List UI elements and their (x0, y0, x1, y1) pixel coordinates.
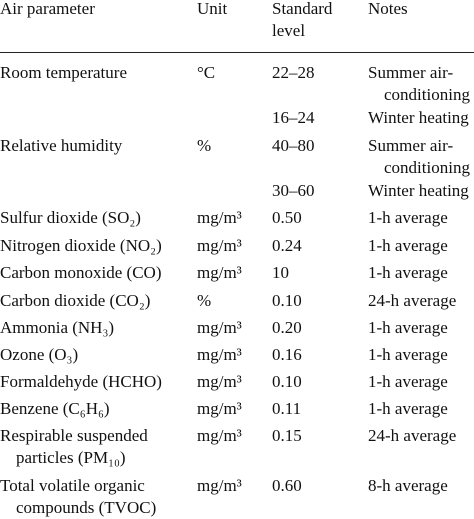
table-cell: 10 (272, 263, 289, 282)
table-cell: Sulfur dioxide (SO₂) (0, 208, 141, 227)
table-cell: mg/m³ (197, 372, 242, 391)
table-cell: 24-h average (368, 291, 457, 310)
table-cell: conditioning (384, 85, 470, 104)
table-cell: Benzene (C₆H₆) (0, 399, 110, 418)
header-cell: level (272, 21, 306, 40)
table-cell: 30–60 (272, 181, 315, 200)
table-cell: 1-h average (368, 345, 448, 364)
table-cell: 16–24 (272, 108, 315, 127)
table-cell: Respirable suspended (0, 426, 148, 445)
header-rule (0, 52, 474, 53)
table-cell: 1-h average (368, 263, 448, 282)
header-cell: Standard (272, 0, 333, 18)
table-cell: 0.24 (272, 236, 302, 255)
table-cell: Room temperature (0, 63, 127, 82)
table-cell: compounds (TVOC) (16, 498, 157, 517)
table-cell: mg/m³ (197, 263, 242, 282)
table-cell: 0.10 (272, 372, 302, 391)
table-cell: mg/m³ (197, 426, 242, 445)
table-cell: mg/m³ (197, 318, 242, 337)
table-cell: conditioning (384, 158, 470, 177)
table-cell: 1-h average (368, 236, 448, 255)
table-cell: 1-h average (368, 372, 448, 391)
table-cell: Ammonia (NH₃) (0, 318, 115, 337)
header-cell: Unit (197, 0, 228, 18)
table-cell: Summer air- (368, 63, 454, 82)
table-cell: Relative humidity (0, 136, 123, 155)
table-cell: mg/m³ (197, 236, 242, 255)
table-cell: Winter heating (368, 108, 469, 127)
table-cell: Winter heating (368, 181, 469, 200)
table-cell: Summer air- (368, 136, 454, 155)
header-cell: Notes (368, 0, 408, 18)
table-cell: particles (PM₁₀) (16, 448, 126, 467)
table-cell: 1-h average (368, 318, 448, 337)
table-cell: 0.16 (272, 345, 302, 364)
table-cell: 1-h average (368, 208, 448, 227)
table-cell: 8-h average (368, 476, 448, 495)
table-cell: 0.11 (272, 399, 302, 418)
header-cell: Air parameter (0, 0, 95, 18)
table-cell: 1-h average (368, 399, 448, 418)
table-cell: % (197, 291, 212, 310)
table-cell: 0.10 (272, 291, 302, 310)
table-cell: 0.60 (272, 476, 302, 495)
table-cell: 22–28 (272, 63, 315, 82)
table-cell: 40–80 (272, 136, 315, 155)
table-cell: mg/m³ (197, 476, 242, 495)
table-cell: mg/m³ (197, 345, 242, 364)
table-cell: Carbon dioxide (CO₂) (0, 291, 151, 310)
table-cell: Ozone (O₃) (0, 345, 79, 364)
table-cell: mg/m³ (197, 399, 242, 418)
table-cell: 0.20 (272, 318, 302, 337)
table-cell: Carbon monoxide (CO) (0, 263, 162, 282)
table-cell: Total volatile organic (0, 476, 145, 495)
table-cell: 0.15 (272, 426, 302, 445)
table-cell: Formaldehyde (HCHO) (0, 372, 162, 391)
table-cell: Nitrogen dioxide (NO₂) (0, 236, 162, 255)
table-cell: 24-h average (368, 426, 457, 445)
table-cell: % (197, 136, 212, 155)
table-cell: 0.50 (272, 208, 302, 227)
table-cell: °C (197, 63, 216, 82)
table-cell: mg/m³ (197, 208, 242, 227)
